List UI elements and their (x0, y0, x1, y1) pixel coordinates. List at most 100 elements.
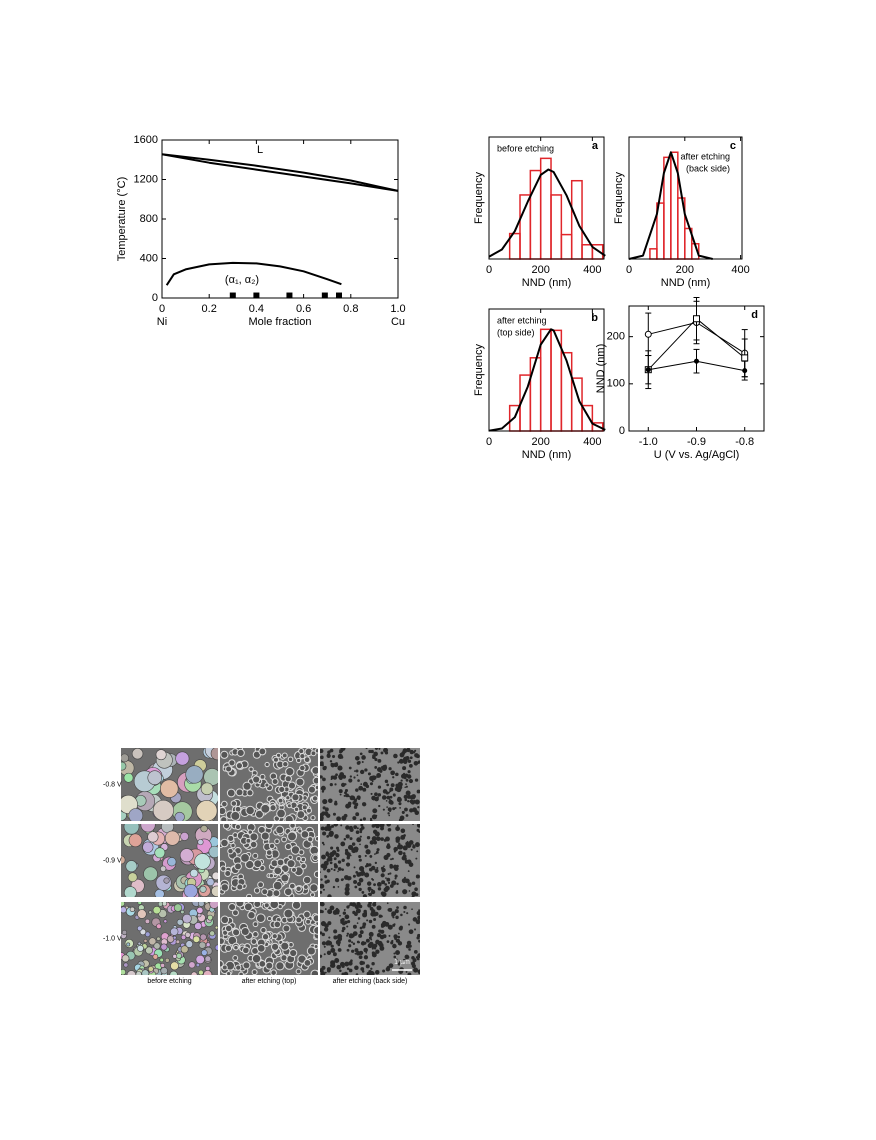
ring (246, 893, 253, 897)
grain (204, 955, 212, 962)
pore (375, 850, 379, 854)
pore (359, 926, 363, 930)
grain (131, 748, 144, 760)
pore (406, 756, 410, 760)
pore (408, 944, 412, 948)
pore (329, 782, 333, 787)
pore (417, 760, 420, 764)
ring (282, 924, 291, 933)
pore (351, 934, 355, 938)
curve (628, 151, 713, 260)
pore (330, 775, 335, 779)
pore (386, 844, 391, 850)
grain (188, 961, 196, 969)
grain (209, 930, 215, 937)
pore (349, 837, 353, 841)
pore (387, 812, 390, 815)
ring (277, 903, 283, 910)
ring (264, 782, 270, 788)
pore (394, 807, 397, 809)
pore (389, 795, 393, 799)
grain (164, 830, 180, 846)
pore (405, 785, 408, 788)
ring (276, 808, 286, 819)
pore (359, 769, 365, 775)
pore (399, 806, 402, 809)
ring (288, 941, 294, 948)
pore (391, 880, 397, 886)
grain (155, 874, 172, 891)
pore (341, 926, 346, 931)
ring (271, 933, 278, 940)
pore (411, 956, 415, 960)
pore (400, 913, 403, 917)
pore (355, 769, 359, 773)
ring (284, 843, 292, 851)
pore (408, 923, 411, 926)
ring (228, 759, 236, 767)
pore (416, 824, 420, 828)
pore (334, 783, 337, 786)
pore (370, 865, 376, 871)
pore (347, 876, 352, 881)
pore (404, 798, 408, 802)
pore (382, 808, 385, 811)
pore (368, 892, 372, 897)
pore (370, 907, 374, 911)
grain (121, 954, 130, 963)
ring (284, 775, 292, 783)
pore (348, 845, 354, 851)
pore (326, 879, 330, 883)
pore (374, 831, 380, 837)
pore (354, 755, 360, 761)
x-tick-label: -1.0 (639, 436, 658, 448)
x-tick-label: 0 (626, 264, 632, 276)
pore (321, 841, 325, 845)
pore (389, 789, 392, 793)
grain (145, 946, 153, 955)
pore (412, 917, 418, 922)
pore (398, 818, 403, 821)
pore (369, 970, 374, 975)
grain (148, 937, 157, 946)
pore (330, 944, 334, 948)
pore (335, 846, 340, 850)
ring (311, 766, 318, 775)
pore (381, 867, 386, 873)
ring (277, 797, 284, 804)
ring (235, 902, 245, 908)
pore (397, 935, 401, 939)
ring (309, 883, 318, 893)
ring (272, 880, 283, 891)
grain (197, 839, 204, 846)
ring (300, 862, 307, 870)
grain (142, 841, 154, 853)
grain (123, 772, 134, 783)
pore (377, 767, 382, 772)
pore (416, 850, 419, 853)
ring (264, 761, 270, 768)
pore (387, 807, 392, 812)
ring (259, 773, 266, 780)
grain (170, 927, 179, 936)
pore (320, 817, 324, 821)
pore (392, 923, 396, 927)
pore (329, 905, 335, 911)
curve (488, 328, 606, 432)
y-tick-label: 100 (607, 378, 625, 390)
pore (331, 824, 335, 828)
pore (381, 795, 387, 800)
pore (332, 952, 337, 957)
pore (397, 962, 401, 966)
axis-end-label: Ni (157, 316, 167, 328)
pore (371, 836, 377, 842)
pore (377, 887, 382, 891)
pore (339, 750, 343, 754)
pore (395, 915, 399, 920)
pore (368, 919, 373, 924)
pore (321, 790, 325, 793)
ring (312, 854, 318, 861)
pore (327, 909, 333, 915)
pore (404, 859, 409, 864)
y-tick-label: 800 (140, 213, 158, 225)
